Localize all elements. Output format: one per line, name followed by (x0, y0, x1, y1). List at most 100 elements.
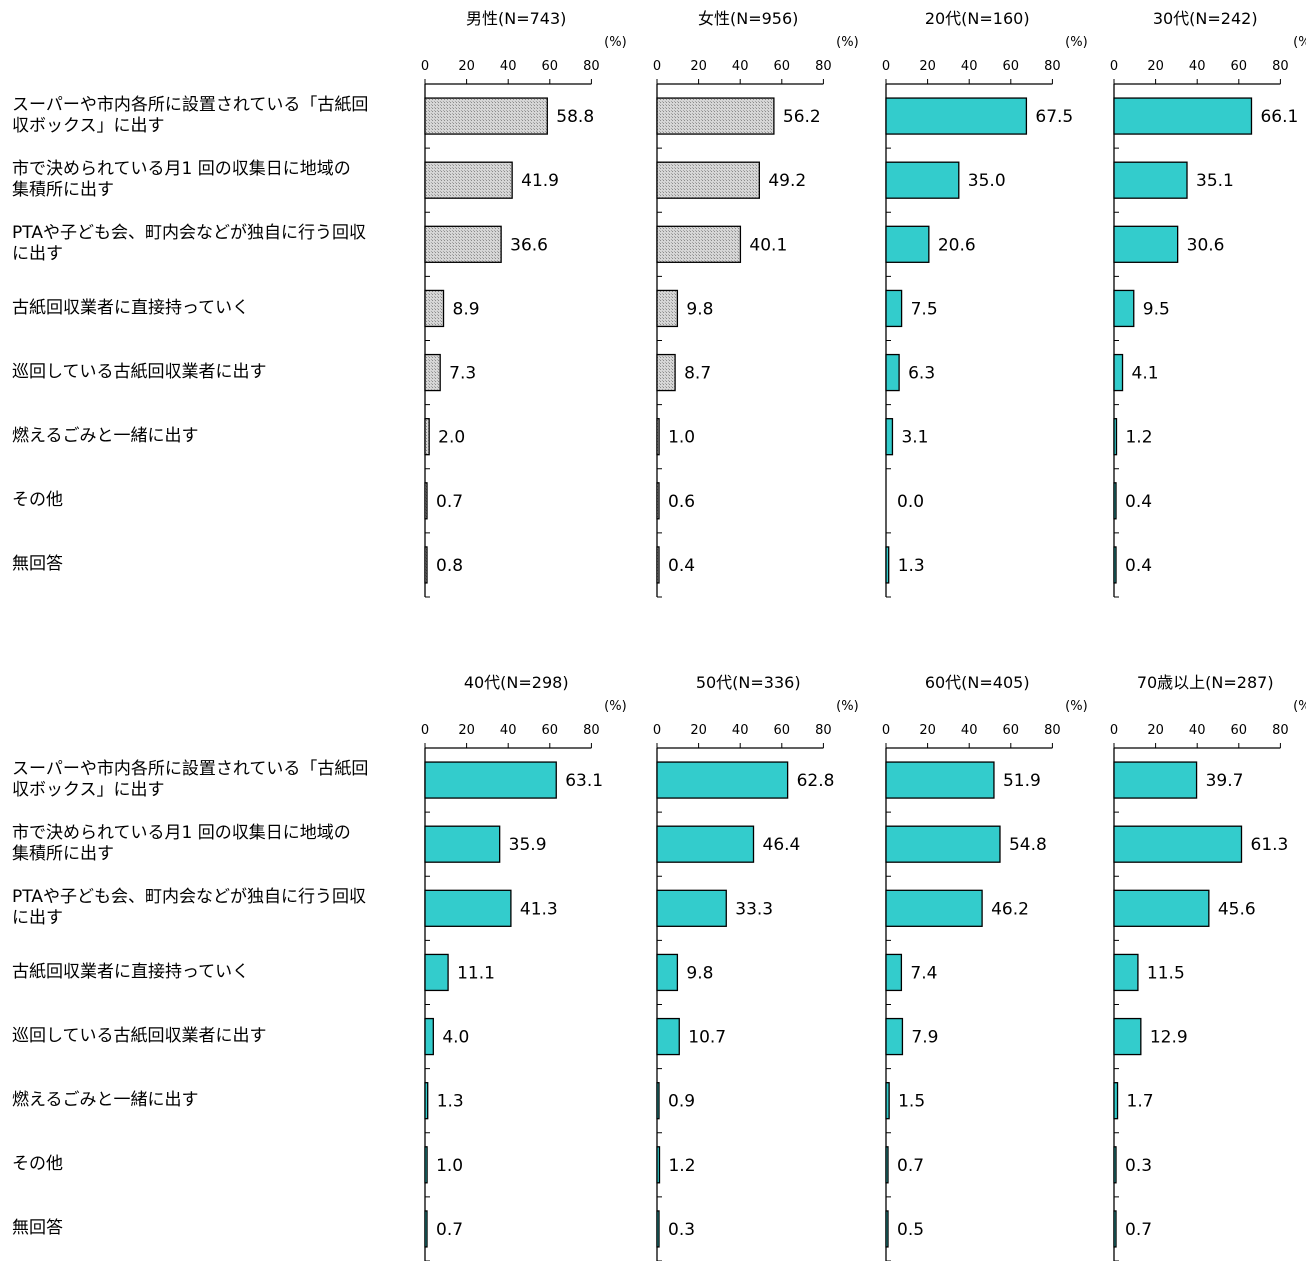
tick-label: 20 (919, 723, 936, 738)
tick-label: 60 (1231, 723, 1248, 738)
category-label: 巡回している古紙回収業者に出す (12, 1026, 412, 1047)
tick-label: 80 (1044, 723, 1061, 738)
data-label: 6.3 (908, 364, 935, 384)
data-label: 33.3 (735, 899, 773, 919)
tick-label: 40 (500, 723, 517, 738)
tick-label: 80 (583, 59, 600, 74)
category-label: 無回答 (12, 554, 412, 575)
category-label-line: 古紙回収業者に直接持っていく (12, 297, 250, 318)
tick-label: 40 (961, 723, 978, 738)
data-label: 0.3 (668, 1220, 695, 1240)
bar (656, 289, 679, 328)
tick-label: 0 (653, 723, 661, 738)
bar (424, 761, 557, 799)
bar (656, 953, 679, 992)
category-label-line: その他 (12, 490, 63, 511)
category-label-line: スーパーや市内各所に設置されている「古紙回 (12, 95, 369, 116)
category-label-line: 巡回している古紙回収業者に出す (12, 362, 267, 383)
bar (656, 1017, 680, 1056)
data-label: 0.6 (668, 492, 695, 512)
bar (885, 1146, 889, 1184)
panel-title: 50代(N=336) (696, 673, 801, 692)
tick-label: 80 (583, 723, 600, 738)
bar (1113, 761, 1198, 799)
tick-label: 60 (774, 59, 791, 74)
tick-label: 80 (1272, 723, 1289, 738)
data-label: 0.4 (1125, 556, 1152, 576)
data-label: 7.5 (911, 299, 938, 319)
tick-label: 0 (421, 59, 429, 74)
unit-label: (%) (604, 35, 627, 50)
bar (424, 353, 441, 392)
category-label: 無回答 (12, 1218, 412, 1239)
category-label-line: 市で決められている月1 回の収集日に地域の (12, 159, 351, 180)
data-label: 63.1 (565, 771, 603, 791)
tick-label: 0 (1110, 59, 1118, 74)
data-label: 1.5 (898, 1092, 925, 1112)
panel-title: 60代(N=405) (925, 673, 1030, 692)
unit-label: (%) (1293, 35, 1306, 50)
category-label-line: 集積所に出す (12, 180, 114, 201)
bar (885, 418, 894, 456)
tick-label: 40 (1189, 723, 1206, 738)
tick-label: 40 (961, 59, 978, 74)
data-label: 3.1 (901, 428, 928, 448)
bar (1113, 289, 1135, 328)
category-label: PTAや子ども会、町内会などが独自に行う回収 に出す (12, 223, 412, 265)
data-label: 56.2 (783, 107, 821, 127)
bar (1113, 1017, 1142, 1056)
tick-label: 80 (1044, 59, 1061, 74)
bar (1113, 825, 1243, 863)
category-label: 市で決められている月1 回の収集日に地域の 集積所に出す (12, 823, 412, 865)
bar (885, 546, 890, 584)
bar (424, 1017, 434, 1056)
bar (424, 418, 430, 456)
data-label: 12.9 (1150, 1028, 1188, 1048)
category-label-line: 収ボックス」に出す (12, 780, 165, 801)
data-label: 11.1 (457, 963, 495, 983)
tick-label: 60 (1003, 59, 1020, 74)
category-label-line: 市で決められている月1 回の収集日に地域の (12, 823, 351, 844)
data-label: 58.8 (556, 107, 594, 127)
data-label: 0.5 (897, 1220, 924, 1240)
panel-title: 40代(N=298) (464, 673, 569, 692)
bar (1113, 161, 1188, 199)
bar (656, 97, 775, 135)
data-label: 9.5 (1143, 299, 1170, 319)
tick-label: 0 (882, 59, 890, 74)
category-label-line: に出す (12, 244, 63, 265)
tick-label: 60 (1003, 723, 1020, 738)
category-label: 燃えるごみと一緒に出す (12, 426, 412, 447)
data-label: 35.0 (968, 171, 1006, 191)
category-label-line: その他 (12, 1154, 63, 1175)
category-label: PTAや子ども会、町内会などが独自に行う回収 に出す (12, 887, 412, 929)
bar (885, 225, 930, 263)
bar (656, 418, 660, 456)
bar (424, 289, 445, 328)
tick-label: 20 (1147, 723, 1164, 738)
category-label: 古紙回収業者に直接持っていく (12, 298, 412, 319)
unit-label: (%) (1065, 35, 1088, 50)
bar (656, 761, 789, 799)
category-label: 市で決められている月1 回の収集日に地域の 集積所に出す (12, 159, 412, 201)
tick-label: 20 (458, 723, 475, 738)
data-label: 39.7 (1206, 771, 1244, 791)
bar (1113, 97, 1253, 135)
category-label-line: PTAや子ども会、町内会などが独自に行う回収 (12, 887, 366, 908)
bar (424, 1146, 428, 1184)
bar (656, 482, 660, 520)
bar (1113, 225, 1179, 263)
category-label-line: 収ボックス」に出す (12, 116, 165, 137)
data-label: 1.3 (898, 556, 925, 576)
data-label: 7.4 (910, 963, 937, 983)
tick-label: 60 (774, 723, 791, 738)
data-label: 0.7 (436, 1220, 463, 1240)
bar (656, 1210, 660, 1248)
data-label: 9.8 (686, 963, 713, 983)
data-label: 0.3 (1125, 1156, 1152, 1176)
bar (885, 353, 900, 392)
category-label: 古紙回収業者に直接持っていく (12, 962, 412, 983)
data-label: 1.3 (437, 1092, 464, 1112)
